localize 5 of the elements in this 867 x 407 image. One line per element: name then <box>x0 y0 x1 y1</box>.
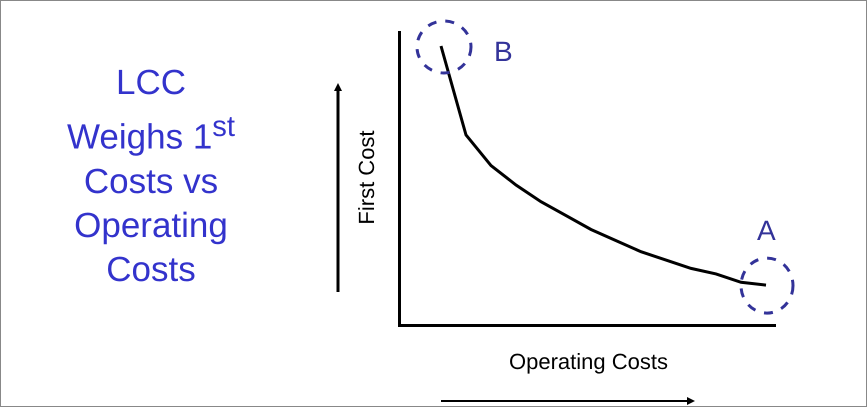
annotation: B <box>494 36 513 67</box>
annotation: A <box>757 215 776 246</box>
y-axis-title: First Cost <box>354 130 379 225</box>
x-axis-title: Operating Costs <box>509 348 668 374</box>
text: LCC Weighs 1$^{st}$ Costs vs Operating Costs <box>66 62 236 291</box>
